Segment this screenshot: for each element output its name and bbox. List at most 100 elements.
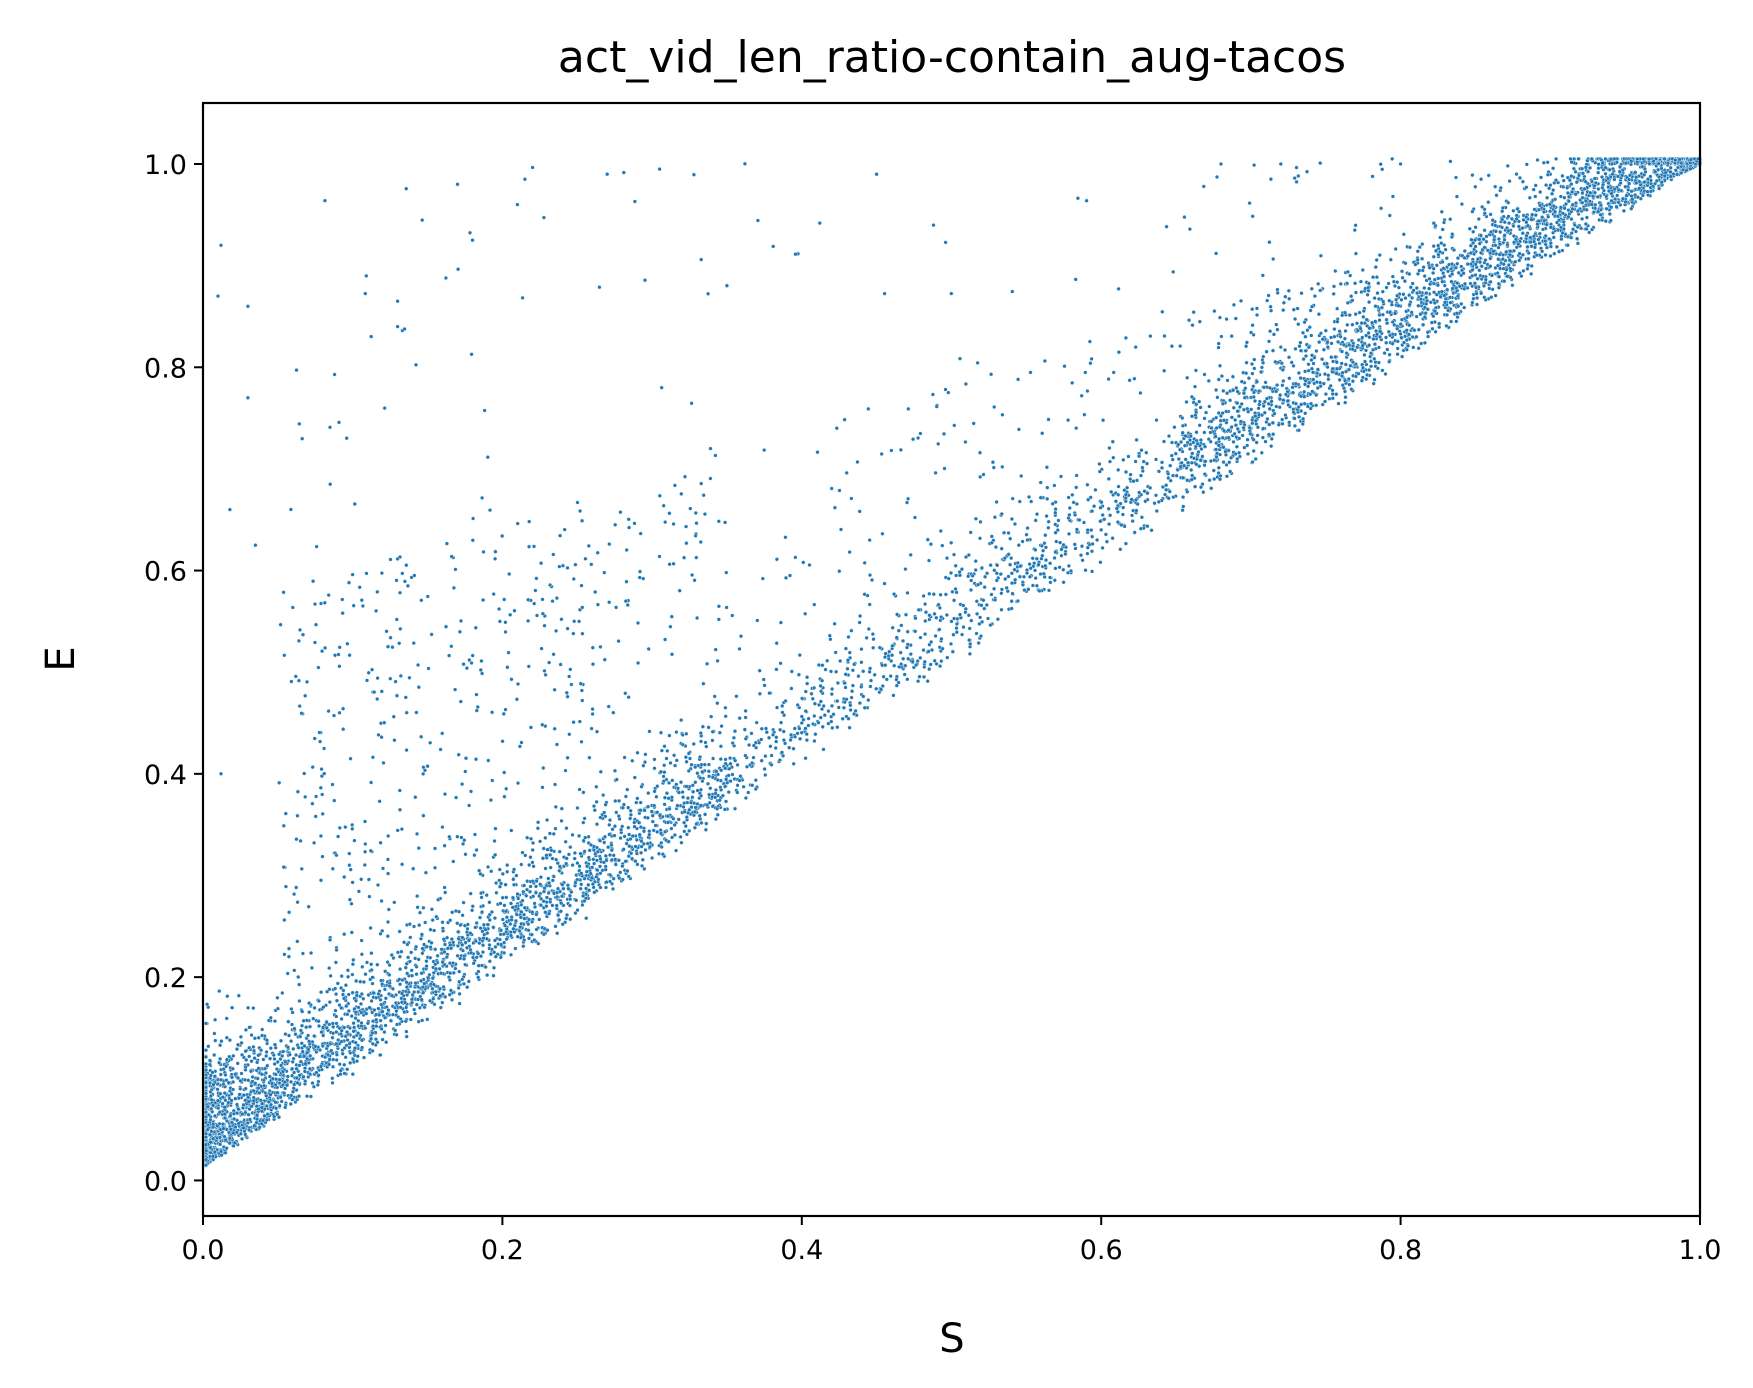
data-point [622, 755, 627, 760]
data-point [665, 748, 670, 753]
data-point [1416, 303, 1421, 308]
data-point [1218, 161, 1224, 167]
data-point [616, 798, 622, 803]
data-point [324, 1025, 329, 1030]
data-point [282, 653, 287, 658]
data-point [623, 598, 628, 604]
data-point [1012, 567, 1017, 572]
data-point [567, 674, 572, 679]
data-point [502, 903, 507, 908]
data-point [1202, 372, 1207, 377]
data-point [1536, 207, 1541, 212]
data-point [337, 1062, 342, 1067]
data-point [1268, 304, 1273, 309]
data-point [307, 1010, 312, 1015]
data-point [382, 720, 387, 725]
data-point [312, 601, 318, 607]
data-point [797, 726, 802, 731]
data-point [1493, 184, 1498, 189]
data-point [319, 990, 324, 995]
data-point [318, 878, 324, 883]
data-point [733, 758, 738, 763]
data-point [316, 1019, 321, 1024]
data-point [351, 1029, 356, 1034]
data-point [778, 620, 783, 625]
data-point [656, 851, 662, 856]
data-point [835, 680, 840, 686]
data-point [203, 1061, 209, 1066]
data-point [1375, 366, 1380, 371]
data-point [406, 955, 411, 960]
data-point [1329, 341, 1334, 346]
data-point [449, 644, 454, 649]
data-point [493, 944, 498, 949]
data-point [332, 653, 338, 658]
data-point [1411, 345, 1416, 350]
data-point [383, 969, 388, 974]
data-point [456, 985, 461, 991]
data-point [1399, 317, 1404, 322]
data-point [944, 612, 949, 618]
data-point [391, 714, 396, 719]
data-point [525, 835, 530, 840]
data-point [1225, 378, 1230, 383]
data-point [678, 780, 684, 785]
data-point [292, 1026, 297, 1031]
data-point [677, 588, 682, 593]
data-point [662, 744, 667, 749]
data-point [457, 629, 462, 634]
data-point [904, 645, 910, 650]
data-point [346, 992, 351, 997]
data-point [554, 903, 559, 908]
data-point [612, 768, 618, 773]
data-point [1201, 490, 1206, 495]
data-point [349, 901, 354, 906]
data-point [1442, 283, 1447, 288]
data-point [546, 660, 552, 665]
data-point [347, 1025, 352, 1031]
data-point [626, 825, 631, 830]
data-point [1006, 552, 1011, 557]
data-point [829, 691, 834, 697]
data-point [833, 650, 838, 655]
data-point [541, 765, 546, 771]
data-point [1343, 362, 1348, 367]
data-point [366, 992, 371, 998]
data-point [1277, 405, 1282, 410]
data-point [590, 706, 595, 712]
data-point [579, 583, 584, 588]
data-point [340, 1051, 345, 1056]
data-point [502, 597, 507, 602]
data-point [574, 898, 579, 903]
data-point [1347, 313, 1352, 318]
data-point [417, 910, 423, 915]
data-point [1058, 474, 1064, 479]
data-point [904, 500, 910, 505]
data-point [224, 1016, 229, 1021]
data-point [1370, 275, 1376, 280]
data-point [336, 652, 341, 657]
data-point [285, 971, 290, 976]
data-point [280, 990, 285, 996]
data-point [1535, 157, 1540, 163]
data-point [1372, 296, 1377, 301]
data-point [1436, 276, 1441, 281]
data-point [334, 991, 339, 997]
data-point [1371, 336, 1376, 342]
data-point [353, 1016, 358, 1021]
data-point [296, 1045, 301, 1050]
data-point [356, 1005, 361, 1010]
data-point [1451, 247, 1457, 253]
data-point [613, 857, 618, 862]
data-point [1008, 536, 1013, 541]
data-point [992, 568, 997, 573]
data-point [533, 588, 538, 593]
data-point [457, 991, 462, 996]
data-point [1074, 426, 1079, 431]
data-point [992, 404, 997, 410]
data-point [1384, 321, 1390, 326]
data-point [1440, 227, 1445, 232]
data-point [409, 1000, 415, 1005]
data-point [703, 740, 708, 745]
data-point [906, 656, 911, 661]
